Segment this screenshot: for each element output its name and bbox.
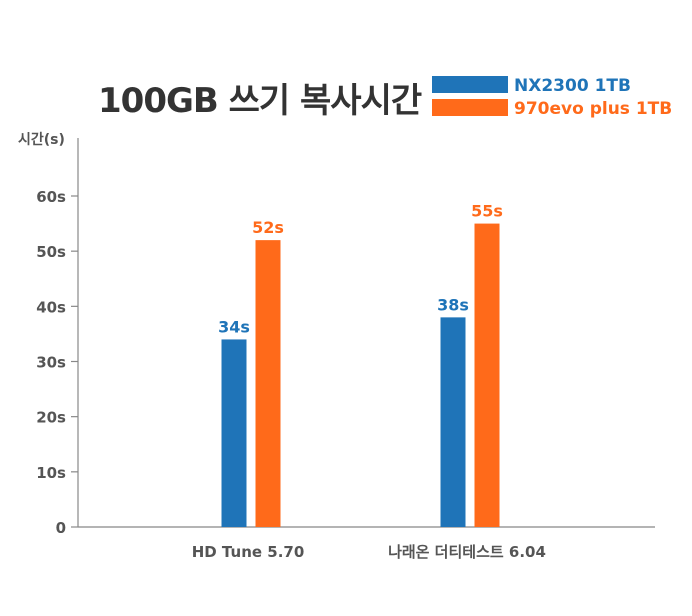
bar-nx2300-1 [440, 317, 466, 527]
y-tick-label: 20s [36, 409, 66, 427]
y-tick-label: 40s [36, 298, 66, 316]
y-tick-label: 30s [36, 354, 66, 372]
chart-title: 100GB 쓰기 복사시간 [98, 81, 422, 121]
x-category-label: HD Tune 5.70 [192, 543, 305, 561]
axes [77, 138, 655, 528]
legend-swatch-970evo [432, 99, 508, 116]
data-label: 38s [437, 295, 469, 314]
data-label: 34s [218, 317, 250, 336]
y-ticks: 0 10s 20s 30s 40s 50s 60s [36, 188, 78, 537]
y-tick-label: 50s [36, 243, 66, 261]
data-label: 55s [471, 202, 503, 221]
x-category-label: 나래온 더티테스트 6.04 [388, 543, 546, 561]
bar-nx2300-0 [221, 339, 247, 527]
y-tick-label: 0 [56, 519, 66, 537]
legend-label-970evo: 970evo plus 1TB [514, 99, 672, 119]
legend: NX2300 1TB 970evo plus 1TB [432, 76, 672, 119]
bar-970evo-0 [255, 240, 281, 527]
data-label: 52s [252, 218, 284, 237]
y-tick-label: 60s [36, 188, 66, 206]
bars [221, 223, 500, 528]
y-axis-label: 시간(s) [18, 131, 65, 148]
x-categories: HD Tune 5.70 나래온 더티테스트 6.04 [192, 543, 546, 561]
legend-label-nx2300: NX2300 1TB [514, 76, 631, 96]
bar-970evo-1 [474, 223, 500, 528]
y-tick-label: 10s [36, 464, 66, 482]
legend-swatch-nx2300 [432, 76, 508, 93]
data-labels: 34s 38s 52s 55s [218, 202, 503, 337]
